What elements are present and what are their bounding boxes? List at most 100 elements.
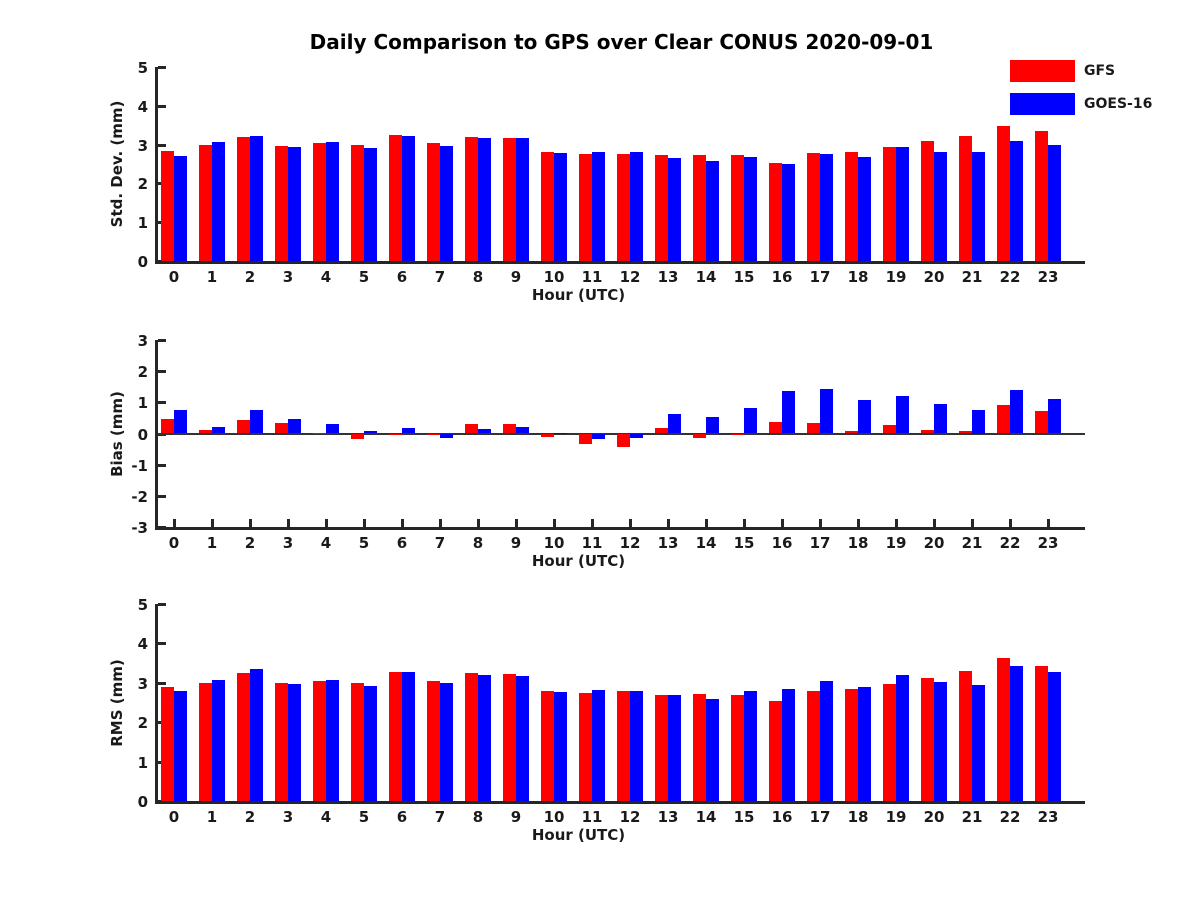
y-tick bbox=[158, 401, 166, 405]
x-tick bbox=[324, 519, 328, 527]
bias-goes16-bar-20 bbox=[934, 403, 947, 434]
x-tick-label: 10 bbox=[543, 534, 565, 552]
y-tick-label: 4 bbox=[137, 97, 148, 116]
bias-gfs-bar-3 bbox=[275, 422, 288, 434]
rms-gfs-bar-18 bbox=[845, 689, 858, 801]
bias-gfs-bar-6 bbox=[389, 433, 402, 435]
std-goes16-bar-18 bbox=[858, 157, 871, 261]
y-tick-label: 4 bbox=[137, 635, 148, 654]
std-goes16-bar-6 bbox=[402, 135, 415, 261]
legend-entry-goes16: GOES-16 bbox=[1010, 93, 1152, 115]
x-tick-label: 16 bbox=[771, 268, 793, 286]
x-tick-label: 2 bbox=[244, 534, 256, 552]
x-tick bbox=[628, 519, 632, 527]
bias-gfs-bar-5 bbox=[351, 433, 364, 440]
std-gfs-bar-16 bbox=[769, 162, 782, 261]
bias-gfs-bar-22 bbox=[997, 405, 1010, 434]
x-tick-label: 1 bbox=[206, 534, 218, 552]
rms-goes16-bar-2 bbox=[250, 669, 263, 801]
std-gfs-bar-5 bbox=[351, 144, 364, 261]
bias-gfs-bar-8 bbox=[465, 424, 478, 434]
legend-swatch-goes16-icon bbox=[1010, 93, 1075, 115]
x-tick-label: 1 bbox=[206, 268, 218, 286]
rms-gfs-bar-7 bbox=[427, 680, 440, 801]
std-goes16-bar-23 bbox=[1048, 144, 1061, 261]
rms-goes16-bar-21 bbox=[972, 685, 985, 801]
rms-gfs-bar-0 bbox=[161, 687, 174, 801]
std-gfs-bar-21 bbox=[959, 136, 972, 261]
std-goes16-bar-21 bbox=[972, 152, 985, 261]
x-axis-spine bbox=[155, 801, 1085, 804]
rms-gfs-bar-3 bbox=[275, 682, 288, 801]
x-tick-label: 13 bbox=[657, 268, 679, 286]
x-tick-label: 0 bbox=[168, 534, 180, 552]
bias-gfs-bar-7 bbox=[427, 433, 440, 435]
x-tick-label: 10 bbox=[543, 808, 565, 826]
std-gfs-bar-18 bbox=[845, 151, 858, 261]
bias-gfs-bar-4 bbox=[313, 432, 326, 434]
rms-goes16-bar-1 bbox=[212, 679, 225, 801]
rms-gfs-bar-17 bbox=[807, 691, 820, 801]
rms-goes16-bar-23 bbox=[1048, 672, 1061, 801]
bias-goes16-bar-1 bbox=[212, 426, 225, 434]
x-tick-label: 15 bbox=[733, 808, 755, 826]
y-tick bbox=[158, 143, 166, 147]
x-tick-label: 7 bbox=[434, 534, 446, 552]
bias-gfs-bar-2 bbox=[237, 420, 250, 434]
std-gfs-bar-8 bbox=[465, 136, 478, 261]
y-tick bbox=[158, 66, 166, 69]
y-tick bbox=[158, 339, 166, 342]
x-tick-label: 18 bbox=[847, 534, 869, 552]
y-tick-label: 3 bbox=[137, 674, 148, 693]
x-tick bbox=[248, 519, 252, 527]
y-tick bbox=[158, 260, 166, 263]
rms-goes16-bar-15 bbox=[744, 691, 757, 801]
x-tick bbox=[438, 519, 442, 527]
bias-goes16-bar-7 bbox=[440, 433, 453, 439]
rms-gfs-bar-5 bbox=[351, 682, 364, 801]
rms-gfs-bar-13 bbox=[655, 695, 668, 801]
bias-goes16-bar-0 bbox=[174, 409, 187, 434]
rms-gfs-bar-4 bbox=[313, 681, 326, 801]
rms-goes16-bar-14 bbox=[706, 698, 719, 801]
y-axis-spine bbox=[155, 604, 158, 804]
y-tick bbox=[158, 104, 166, 108]
rms-goes16-bar-16 bbox=[782, 689, 795, 801]
rms-gfs-bar-1 bbox=[199, 683, 212, 801]
x-tick-label: 7 bbox=[434, 268, 446, 286]
y-tick-label: 3 bbox=[137, 332, 148, 350]
bias-goes16-bar-4 bbox=[326, 423, 339, 434]
x-tick-label: 20 bbox=[923, 808, 945, 826]
rms-gfs-bar-23 bbox=[1035, 666, 1048, 801]
bias-gfs-bar-17 bbox=[807, 422, 820, 434]
std-gfs-bar-6 bbox=[389, 134, 402, 261]
x-tick bbox=[742, 519, 746, 527]
legend: GFS GOES-16 bbox=[1010, 60, 1152, 126]
x-tick bbox=[1046, 519, 1050, 527]
y-tick-label: -3 bbox=[131, 519, 148, 537]
x-tick-label: 22 bbox=[999, 268, 1021, 286]
rms-goes16-bar-17 bbox=[820, 680, 833, 801]
bias-gfs-bar-1 bbox=[199, 430, 212, 434]
x-tick-label: 16 bbox=[771, 808, 793, 826]
x-axis-label: Hour (UTC) bbox=[531, 286, 626, 304]
x-tick bbox=[476, 519, 480, 527]
y-tick bbox=[158, 370, 166, 374]
y-tick-label: 1 bbox=[137, 394, 148, 413]
x-tick bbox=[856, 519, 860, 527]
std-gfs-bar-0 bbox=[161, 151, 174, 261]
std-gfs-bar-13 bbox=[655, 155, 668, 261]
std-gfs-bar-10 bbox=[541, 151, 554, 261]
bias-goes16-bar-12 bbox=[630, 433, 643, 439]
std-goes16-bar-3 bbox=[288, 147, 301, 261]
x-tick-label: 7 bbox=[434, 808, 446, 826]
std-goes16-bar-16 bbox=[782, 164, 795, 261]
x-tick-label: 10 bbox=[543, 268, 565, 286]
x-axis-spine bbox=[155, 261, 1085, 264]
bias-gfs-bar-18 bbox=[845, 431, 858, 434]
bias-goes16-bar-23 bbox=[1048, 398, 1061, 434]
x-tick-label: 2 bbox=[244, 808, 256, 826]
std-goes16-bar-5 bbox=[364, 148, 377, 261]
x-tick-label: 4 bbox=[320, 808, 332, 826]
rms-goes16-bar-5 bbox=[364, 686, 377, 801]
